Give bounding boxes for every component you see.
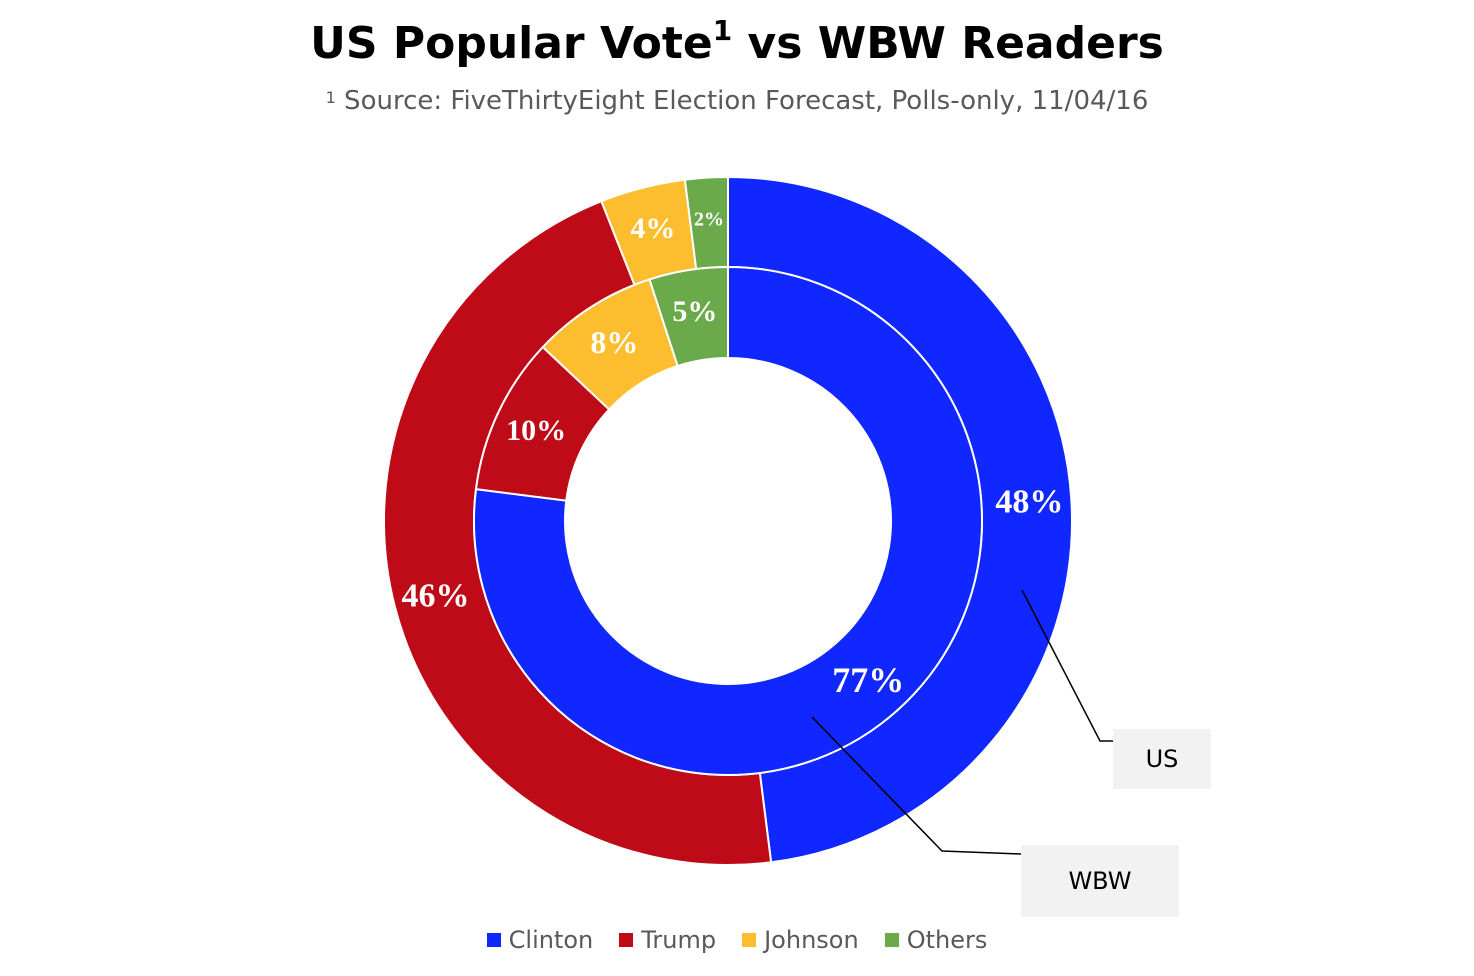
us-label-others: 2% xyxy=(694,209,724,231)
legend-swatch-johnson xyxy=(742,933,757,947)
us-callout-box xyxy=(1113,729,1211,789)
legend-label-clinton: Clinton xyxy=(508,926,594,954)
wbw-label-clinton: 77% xyxy=(832,660,904,700)
us-label-clinton: 48% xyxy=(995,484,1063,521)
legend-item-others: Others xyxy=(884,926,988,954)
us-label-trump: 46% xyxy=(401,578,469,615)
legend-swatch-others xyxy=(884,933,899,947)
wbw-slice-others xyxy=(648,265,729,368)
series-callouts: US WBW xyxy=(811,589,1211,917)
legend-item-trump: Trump xyxy=(619,926,716,954)
chart-title: US Popular Vote1 vs WBW Readers xyxy=(0,14,1474,69)
inner-ring-wbw xyxy=(473,265,983,776)
subtitle-text: Source: FiveThirtyEight Election Forecas… xyxy=(335,86,1149,116)
wbw-callout-box xyxy=(1021,845,1179,917)
wbw-callout-leader xyxy=(811,716,1022,855)
us-label-johnson: 4% xyxy=(630,212,675,245)
us-callout-label: US xyxy=(1146,745,1179,773)
legend-swatch-trump xyxy=(619,933,634,947)
legend-label-trump: Trump xyxy=(641,926,717,954)
legend-label-johnson: Johnson xyxy=(764,926,859,954)
subtitle-footnote-mark: 1 xyxy=(325,88,336,107)
wbw-slice-clinton xyxy=(473,265,983,776)
wbw-label-johnson: 8% xyxy=(590,324,638,360)
wbw-callout-label: WBW xyxy=(1068,867,1131,895)
wbw-label-others: 5% xyxy=(672,295,717,328)
wbw-label-trump: 10% xyxy=(506,414,566,447)
legend-item-johnson: Johnson xyxy=(742,926,859,954)
chart-legend: Clinton Trump Johnson Others xyxy=(0,926,1474,954)
chart-title-main: US Popular Vote xyxy=(310,18,713,69)
legend-label-others: Others xyxy=(906,926,988,954)
legend-item-clinton: Clinton xyxy=(486,926,594,954)
chart-title-suffix: vs WBW Readers xyxy=(732,18,1164,69)
segment-labels: 48% 46% 4% 2% 77% 10% 8% 5% xyxy=(401,209,1063,700)
chart-title-footnote-mark: 1 xyxy=(712,14,733,47)
us-callout-leader xyxy=(1021,589,1113,742)
chart-subtitle: 1 Source: FiveThirtyEight Election Forec… xyxy=(0,86,1474,116)
legend-swatch-clinton xyxy=(486,933,501,947)
